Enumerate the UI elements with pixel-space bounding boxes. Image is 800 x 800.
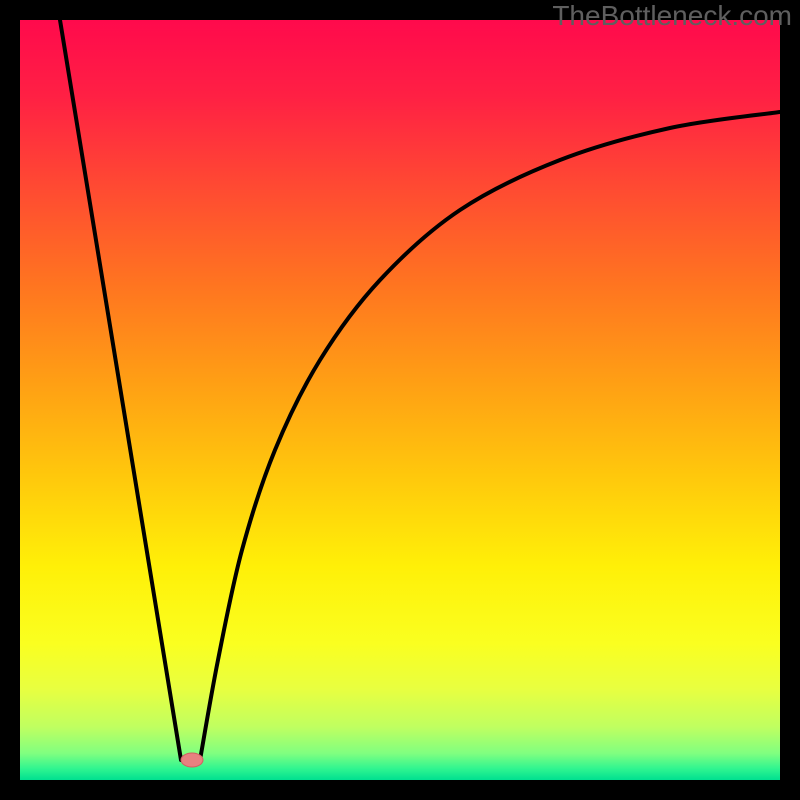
watermark-text: TheBottleneck.com	[552, 0, 792, 32]
curve-layer	[20, 20, 780, 780]
outer-frame: TheBottleneck.com	[0, 0, 800, 800]
trough-marker	[181, 753, 203, 767]
bottleneck-curve	[60, 20, 780, 760]
plot-area	[20, 20, 780, 780]
